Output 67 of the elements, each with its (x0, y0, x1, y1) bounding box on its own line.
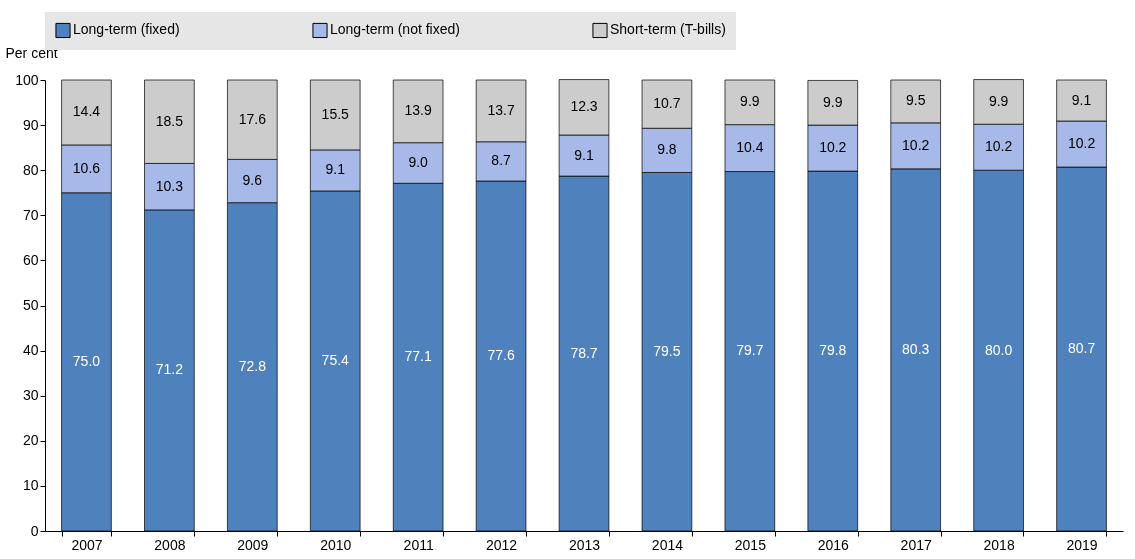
data-label: 71.2 (155, 361, 184, 378)
data-label: 79.8 (819, 342, 847, 359)
data-label: 80.0 (984, 341, 1013, 358)
data-label: 77.1 (404, 348, 432, 365)
data-label: 10.4 (736, 139, 764, 156)
data-label: 80.7 (1067, 340, 1096, 357)
data-label: 10.2 (902, 136, 930, 153)
y-tick-label: 90 (22, 116, 39, 133)
data-label: 9.9 (740, 93, 760, 110)
data-label: 9.1 (325, 161, 346, 178)
data-label: 17.6 (238, 110, 267, 127)
y-tick-label: 50 (22, 297, 39, 313)
legend-label: Long-term (not fixed) (330, 21, 460, 38)
y-tick-label: 30 (22, 387, 39, 404)
data-label: 80.3 (902, 340, 930, 357)
x-tick-label: 2007 (71, 536, 103, 553)
data-label: 75.4 (321, 351, 350, 368)
data-label: 10.2 (1067, 135, 1096, 152)
data-label: 9.9 (988, 92, 1009, 109)
data-label: 10.2 (984, 138, 1013, 155)
y-tick-label: 100 (15, 71, 39, 88)
x-tick-label: 2010 (320, 536, 352, 553)
x-tick-label: 2012 (486, 536, 518, 553)
data-label: 72.8 (238, 357, 267, 374)
data-label: 13.9 (404, 102, 432, 119)
data-label: 9.0 (408, 153, 429, 170)
x-tick-label: 2019 (1066, 536, 1098, 553)
data-label: 9.1 (574, 146, 594, 163)
x-tick-label: 2016 (817, 536, 850, 553)
x-tick-label: 2009 (237, 536, 269, 553)
y-tick-label: 60 (22, 251, 39, 268)
y-tick-label: 70 (22, 206, 39, 223)
x-tick-label: 2017 (900, 536, 932, 553)
legend-label: Long-term (fixed) (73, 21, 180, 38)
x-tick-label: 2018 (983, 536, 1015, 553)
data-label: 12.3 (570, 98, 598, 115)
data-label: 9.6 (242, 172, 263, 189)
y-tick-label: 80 (22, 161, 39, 178)
y-tick-label: 0 (30, 522, 39, 539)
y-tick-label: 20 (22, 432, 39, 449)
data-label: 10.2 (819, 139, 847, 156)
data-label: 77.6 (487, 347, 515, 364)
data-label: 9.5 (905, 92, 926, 109)
y-axis-title: Per cent (5, 44, 58, 61)
data-label: 9.9 (823, 93, 843, 110)
data-label: 15.5 (321, 105, 350, 122)
y-tick-label: 40 (22, 342, 39, 359)
x-tick-label: 2014 (651, 536, 684, 553)
x-tick-label: 2015 (734, 536, 767, 553)
data-label: 79.7 (736, 342, 764, 359)
data-label: 9.8 (657, 141, 677, 158)
data-label: 10.7 (653, 95, 681, 112)
data-label: 8.7 (491, 152, 512, 169)
x-tick-label: 2013 (568, 536, 601, 553)
x-tick-label: 2011 (403, 536, 434, 553)
data-label: 78.7 (570, 344, 598, 361)
data-label: 18.5 (155, 112, 184, 129)
data-label: 79.5 (653, 342, 681, 359)
data-label: 10.3 (155, 177, 184, 194)
data-label: 75.0 (72, 352, 101, 369)
data-label: 13.7 (487, 101, 515, 118)
data-label: 14.4 (72, 103, 101, 120)
legend-label: Short-term (T-bills) (610, 21, 726, 38)
y-tick-label: 10 (22, 477, 39, 494)
x-tick-label: 2008 (154, 536, 186, 553)
data-label: 10.6 (72, 159, 101, 176)
data-label: 9.1 (1071, 91, 1092, 108)
